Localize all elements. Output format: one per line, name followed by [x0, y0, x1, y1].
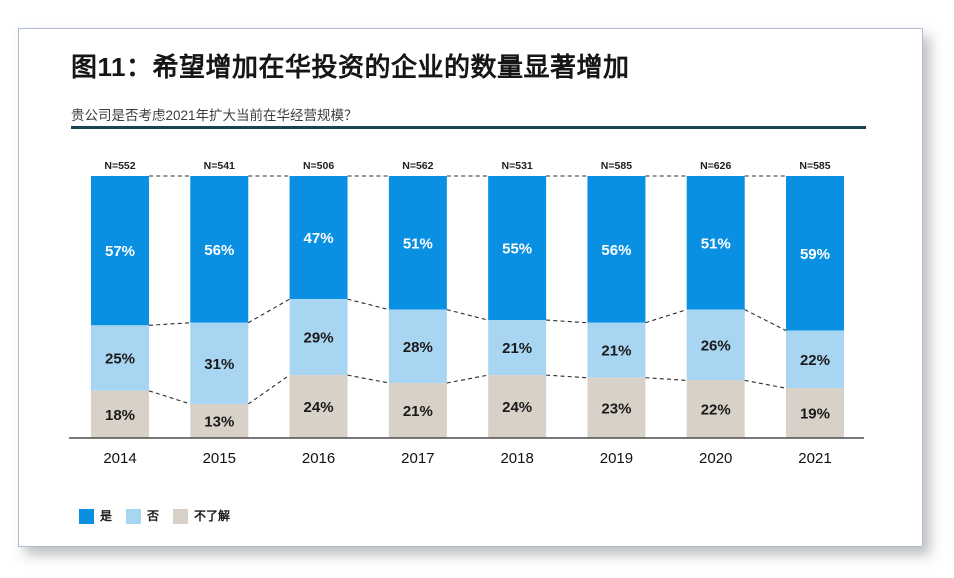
pct-label-no: 29%	[304, 330, 334, 347]
legend: 是 否 不了解	[79, 509, 244, 524]
connector-line	[446, 309, 489, 321]
bar-segment-no	[785, 330, 844, 389]
x-axis-label: 2016	[302, 450, 335, 467]
pct-label-no: 26%	[701, 337, 731, 354]
n-label: N=531	[502, 160, 533, 172]
bar-segment-dont-know	[190, 403, 249, 438]
connector-line	[247, 374, 290, 405]
connector-line	[347, 374, 389, 384]
bar-segment-dont-know	[91, 390, 149, 438]
legend-item-dont-know: 不了解	[173, 509, 230, 524]
bar-segment-dont-know	[289, 375, 348, 438]
bar-segment-no	[686, 309, 745, 381]
n-label: N=506	[303, 160, 334, 172]
connector-line	[645, 309, 687, 324]
pct-label-no: 21%	[502, 340, 532, 357]
bar-segment-yes	[388, 176, 447, 310]
x-axis-label: 2018	[500, 450, 533, 467]
legend-swatch-yes	[79, 509, 94, 524]
connector-line	[446, 374, 489, 384]
pct-label-yes: 56%	[204, 242, 234, 259]
bar-segment-yes	[91, 176, 149, 326]
legend-item-no: 否	[126, 509, 159, 524]
bar-segment-yes	[785, 176, 844, 331]
connector-line	[248, 298, 290, 324]
bar-segment-dont-know	[488, 375, 547, 438]
connector-line	[744, 379, 787, 389]
x-axis-label: 2021	[798, 450, 831, 467]
bar-segment-no	[388, 309, 447, 383]
bar-segment-dont-know	[587, 377, 646, 438]
connector-line	[645, 377, 687, 381]
legend-swatch-dont-know	[173, 509, 189, 524]
pct-label-yes: 55%	[502, 241, 532, 258]
figure-subtitle: 贵公司是否考虑2021年扩大当前在华经营规模？	[71, 108, 358, 123]
bar-segment-no	[488, 320, 547, 376]
bar-segment-dont-know	[686, 380, 745, 438]
legend-label-no: 否	[147, 509, 160, 523]
bar-segment-no	[190, 322, 249, 404]
n-label: N=552	[104, 160, 135, 172]
bar-segment-dont-know	[388, 382, 447, 438]
n-label: N=562	[402, 160, 433, 172]
legend-item-yes: 是	[79, 509, 112, 524]
n-label: N=585	[601, 160, 632, 172]
pct-label-dont-know: 22%	[701, 402, 731, 419]
pct-label-dont-know: 24%	[304, 399, 334, 416]
bar-segment-no	[289, 299, 348, 376]
x-axis-label: 2017	[401, 450, 434, 467]
pct-label-dont-know: 24%	[502, 399, 532, 416]
connector-line	[546, 319, 588, 324]
bar-segment-no	[587, 322, 646, 378]
pct-label-yes: 51%	[403, 235, 433, 252]
bar-segment-yes	[488, 176, 547, 321]
pct-label-no: 31%	[204, 356, 234, 373]
x-axis-label: 2014	[103, 450, 136, 467]
figure-card: 图11：希望增加在华投资的企业的数量显著增加 贵公司是否考虑2021年扩大当前在…	[18, 28, 923, 547]
x-axis-label: 2015	[203, 450, 236, 467]
connector-line	[546, 374, 588, 379]
n-label: N=626	[700, 160, 731, 172]
legend-label-dont-know: 不了解	[194, 509, 231, 523]
pct-label-dont-know: 13%	[204, 413, 234, 430]
pct-label-dont-know: 19%	[800, 406, 830, 423]
bar-segment-yes	[190, 176, 249, 323]
pct-label-no: 21%	[601, 343, 631, 360]
connector-line	[148, 322, 191, 326]
connector-line	[148, 390, 191, 405]
figure-title: 图11：希望增加在华投资的企业的数量显著增加	[71, 52, 630, 82]
legend-label-yes: 是	[100, 509, 113, 523]
pct-label-no: 25%	[105, 351, 135, 368]
pct-label-no: 28%	[403, 339, 433, 356]
n-label: N=541	[204, 160, 235, 172]
pct-label-dont-know: 18%	[105, 407, 135, 424]
legend-swatch-no	[126, 509, 142, 524]
pct-label-yes: 57%	[105, 243, 135, 260]
n-label: N=585	[799, 160, 830, 172]
pct-label-yes: 56%	[601, 242, 631, 259]
connector-line	[347, 298, 389, 311]
bar-segment-dont-know	[785, 388, 844, 438]
x-axis-label: 2019	[600, 450, 633, 467]
x-axis-label: 2020	[699, 450, 732, 467]
stacked-bar-chart: N=552 57% 25% 18% 2014 N=541 56% 31% 13% 2015 N=50…	[69, 160, 864, 467]
bar-segment-yes	[686, 176, 745, 310]
pct-label-yes: 59%	[800, 246, 830, 263]
pct-label-no: 22%	[800, 352, 830, 369]
connector-line	[744, 309, 787, 332]
accent-rule	[71, 126, 866, 129]
pct-label-yes: 47%	[304, 230, 334, 247]
bar-segment-yes	[289, 176, 348, 300]
bar-segment-no	[91, 325, 149, 391]
bar-segment-yes	[587, 176, 646, 323]
pct-label-yes: 51%	[701, 235, 731, 252]
pct-label-dont-know: 23%	[601, 400, 631, 417]
pct-label-dont-know: 21%	[403, 403, 433, 420]
